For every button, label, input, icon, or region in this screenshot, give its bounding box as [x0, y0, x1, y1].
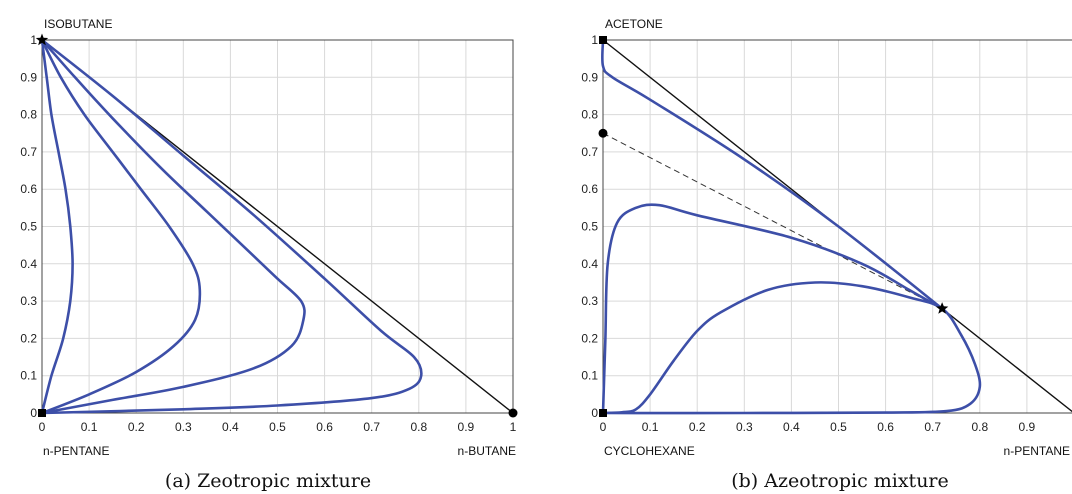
y-tick-label: 0.9: [581, 70, 598, 84]
corner-label-top: ISOBUTANE: [44, 17, 112, 31]
series-curve-1: [40, 38, 74, 415]
plot-frame: [41, 39, 514, 414]
x-tick-label: 0.6: [316, 420, 333, 434]
x-tick-label: 0.4: [783, 420, 800, 434]
x-tick-label: 0.9: [1019, 420, 1036, 434]
y-tick-label: 0.2: [20, 331, 37, 345]
y-tick-label: 0.2: [581, 331, 598, 345]
dashed-line: [602, 132, 943, 310]
series-curve-4: [40, 38, 423, 415]
x-tick-label: 1: [510, 420, 517, 434]
x-tick-label: 0.3: [736, 420, 753, 434]
panel-a: 0 0.1 0.2 0.3 0.4 0.5 0.6 0.7 0.8 0.9 1 0 0.1 0.2 0.3 0…: [20, 17, 518, 492]
x-tick-label: 0.3: [175, 420, 192, 434]
x-tick-label: 0.7: [363, 420, 380, 434]
circle-marker: [508, 408, 518, 418]
x-tick-label: 0.4: [222, 420, 239, 434]
circle-marker: [598, 128, 608, 138]
y-tick-label: 0.7: [20, 145, 37, 159]
panel-b: 0 0.1 0.2 0.3 0.4 0.5 0.6 0.7 0.8 0.9 0 0.1 0.2 0.3 0.…: [581, 17, 1072, 492]
y-tick-label: 0.9: [20, 70, 37, 84]
x-tick-label: 0.6: [877, 420, 894, 434]
x-tick-label: 0.7: [924, 420, 941, 434]
y-tick-label: 0: [30, 406, 37, 420]
x-tick-label: 0.1: [81, 420, 98, 434]
y-tick-label: 0.3: [581, 294, 598, 308]
y-tick-label: 0.4: [20, 257, 37, 271]
x-tick-label: 0.5: [269, 420, 286, 434]
y-tick-label: 0.6: [20, 182, 37, 196]
x-tick-label: 0.1: [642, 420, 659, 434]
corner-label-bottom-right: n-BUTANE: [458, 444, 516, 458]
square-marker: [599, 36, 607, 44]
corner-label-bottom-left: CYCLOHEXANE: [604, 444, 695, 458]
y-tick-label: 1: [591, 33, 598, 47]
panel-caption: (b) Azeotropic mixture: [731, 470, 949, 492]
corner-label-bottom-left: n-PENTANE: [43, 444, 109, 458]
y-tick-label: 0.8: [581, 108, 598, 122]
y-tick-label: 0.5: [20, 220, 37, 234]
series-curve-3: [601, 281, 982, 415]
x-tick-label: 0.2: [689, 420, 706, 434]
x-tick-label: 0.2: [128, 420, 145, 434]
y-tick-label: 0.5: [581, 220, 598, 234]
series-curve-2: [601, 203, 944, 415]
y-tick-label: 0.6: [581, 182, 598, 196]
panel-caption: (a) Zeotropic mixture: [165, 470, 371, 492]
x-tick-label: 0.9: [458, 420, 475, 434]
x-tick-label: 0.5: [830, 420, 847, 434]
x-tick-label: 0.8: [410, 420, 427, 434]
x-tick-label: 0: [39, 420, 46, 434]
y-tick-label: 0.7: [581, 145, 598, 159]
star-marker: [35, 33, 49, 46]
y-tick-label: 0.1: [20, 369, 37, 383]
y-tick-label: 0.4: [581, 257, 598, 271]
y-tick-label: 0.8: [20, 108, 37, 122]
series-curve-2: [40, 38, 202, 415]
corner-label-top: ACETONE: [605, 17, 663, 31]
y-tick-label: 0.1: [581, 369, 598, 383]
y-tick-label: 0: [591, 406, 598, 420]
y-tick-label: 0.3: [20, 294, 37, 308]
x-tick-label: 0.8: [971, 420, 988, 434]
series-curve-3: [40, 38, 306, 415]
square-marker: [599, 409, 607, 417]
series-curve-1: [600, 38, 944, 310]
x-tick-label: 0: [600, 420, 607, 434]
star-marker: [935, 302, 949, 314]
corner-label-bottom-right: n-PENTANE: [1004, 444, 1070, 458]
square-marker: [38, 409, 46, 417]
y-tick-label: 1: [30, 33, 37, 47]
